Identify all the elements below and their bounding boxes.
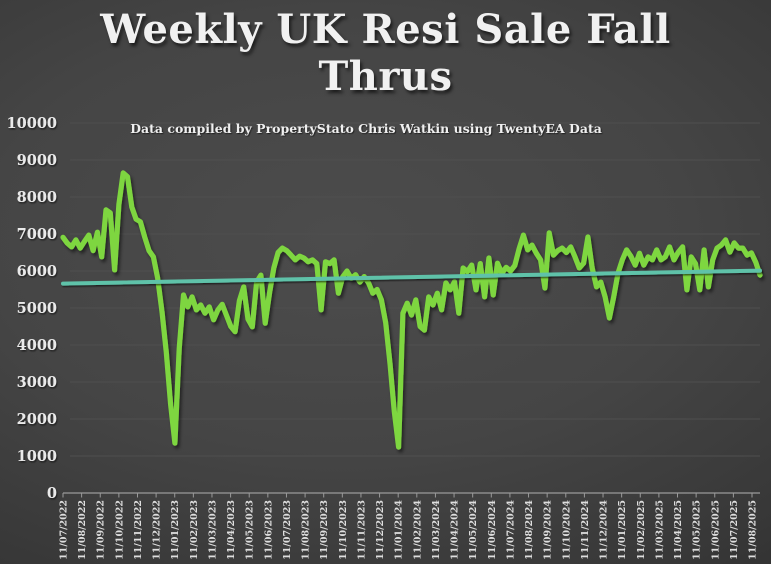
x-axis-tick-label: 11/01/2024 <box>394 500 405 560</box>
x-axis-tick-label: 11/06/2023 <box>263 500 274 560</box>
x-axis-tick-label: 11/04/2025 <box>673 500 684 560</box>
x-axis-tick-label: 11/03/2023 <box>207 500 218 560</box>
x-axis-tick-label: 11/04/2024 <box>450 500 461 560</box>
y-axis-tick-label: 2000 <box>17 411 57 428</box>
x-axis-tick-label: 11/08/2022 <box>77 500 88 560</box>
x-axis-tick-label: 11/11/2024 <box>580 500 591 560</box>
y-axis-tick-label: 10000 <box>7 115 57 132</box>
x-axis-tick-label: 11/08/2025 <box>748 500 759 560</box>
x-axis-tick-label: 11/11/2023 <box>356 500 367 560</box>
x-axis-tick-label: 11/08/2024 <box>524 500 535 560</box>
x-axis-tick-label: 11/11/2022 <box>133 500 144 560</box>
x-axis-tick-label: 11/09/2024 <box>543 500 554 560</box>
x-axis-tick-label: 11/08/2023 <box>301 500 312 560</box>
y-axis-tick-label: 7000 <box>17 226 57 243</box>
x-axis-tick-label: 11/10/2023 <box>338 500 349 560</box>
x-axis-tick-label: 11/05/2024 <box>468 500 479 560</box>
x-axis-tick-label: 11/02/2025 <box>636 500 647 560</box>
x-axis-tick-label: 11/03/2024 <box>431 500 442 560</box>
x-axis-tick-label: 11/12/2022 <box>152 500 163 560</box>
x-axis-tick-label: 11/06/2025 <box>710 500 721 560</box>
x-axis-tick-label: 11/07/2025 <box>729 500 740 560</box>
y-axis-tick-label: 1000 <box>17 448 57 465</box>
trend-line <box>61 268 762 286</box>
x-axis-tick-label: 11/07/2024 <box>505 500 516 560</box>
x-axis-tick-label: 11/01/2023 <box>170 500 181 560</box>
chart-subtitle: Data compiled by PropertyStato Chris Wat… <box>130 121 602 136</box>
x-axis-tick-label: 11/02/2023 <box>189 500 200 560</box>
y-axis-tick-label: 3000 <box>17 374 57 391</box>
x-axis-tick-label: 11/09/2022 <box>96 500 107 560</box>
x-axis-tick-label: 11/06/2024 <box>487 500 498 560</box>
y-axis-tick-label: 9000 <box>17 152 57 169</box>
x-axis-tick-label: 11/10/2022 <box>114 500 125 560</box>
x-axis-tick-label: 11/05/2023 <box>245 500 256 560</box>
x-axis-tick-label: 11/10/2024 <box>561 500 572 560</box>
x-axis-tick-label: 11/07/2023 <box>282 500 293 560</box>
chart-title: Weekly UK Resi Sale Fall Thrus <box>100 6 671 101</box>
x-axis-tick-label: 11/04/2023 <box>226 500 237 560</box>
x-axis-tick-label: 11/09/2023 <box>319 500 330 560</box>
x-axis-tick-label: 11/03/2025 <box>654 500 665 560</box>
y-axis-tick-label: 6000 <box>17 263 57 280</box>
y-axis-tick-label: 8000 <box>17 189 57 206</box>
y-axis-tick-label: 4000 <box>17 337 57 354</box>
weekly-fall-throughs-line <box>60 170 763 450</box>
x-axis-tick-label: 11/05/2025 <box>692 500 703 560</box>
x-axis-tick-label: 11/02/2024 <box>412 500 423 560</box>
x-axis-tick-label: 11/01/2025 <box>617 500 628 560</box>
x-axis-tick-label: 11/07/2022 <box>59 500 70 560</box>
y-axis-tick-label: 5000 <box>17 300 57 317</box>
y-axis-tick-label: 0 <box>47 485 57 502</box>
x-axis-tick-label: 11/12/2023 <box>375 500 386 560</box>
x-axis-tick-label: 11/12/2024 <box>599 500 610 560</box>
